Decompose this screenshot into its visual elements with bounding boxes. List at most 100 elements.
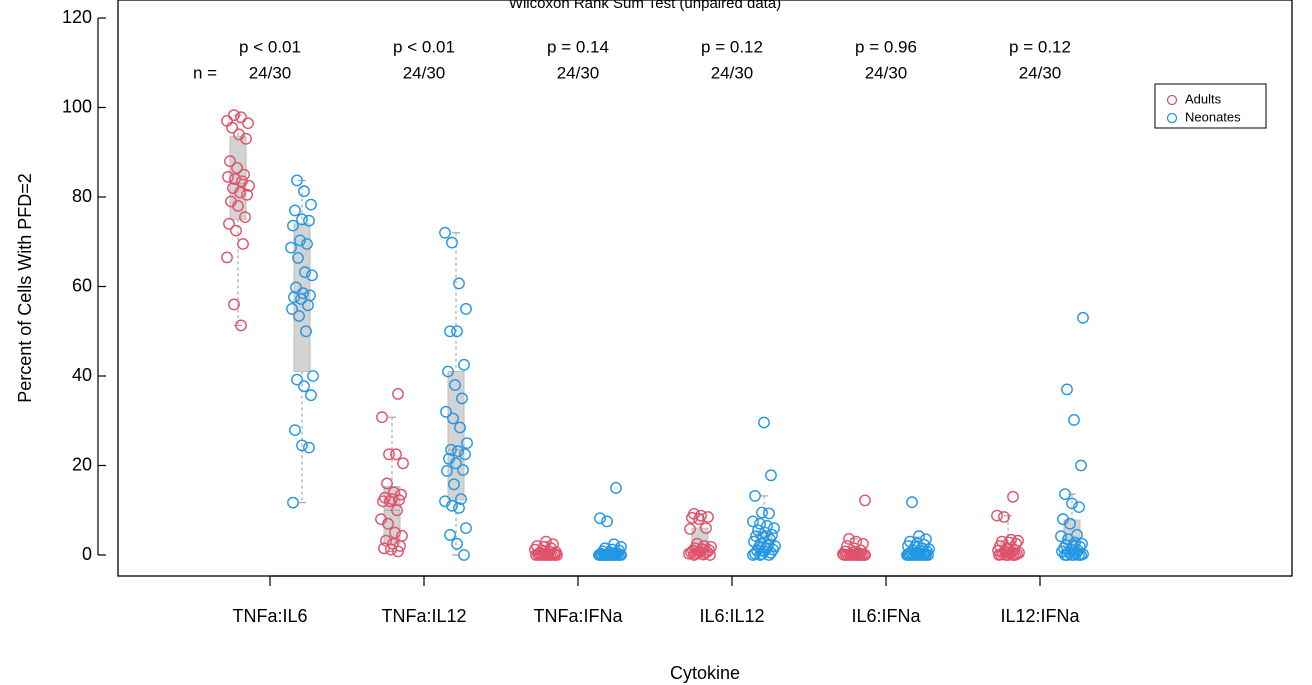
data-point xyxy=(454,421,466,434)
data-point xyxy=(392,545,404,558)
data-point xyxy=(594,512,606,525)
data-point xyxy=(234,186,246,199)
data-point xyxy=(918,549,930,561)
data-point xyxy=(241,188,253,201)
data-point xyxy=(700,522,712,534)
data-point xyxy=(688,549,700,561)
data-point xyxy=(288,291,300,304)
data-point xyxy=(307,370,319,382)
data-point xyxy=(239,211,251,224)
data-point xyxy=(993,549,1005,561)
data-point xyxy=(229,173,241,186)
data-point xyxy=(235,111,247,124)
p-value-label: p = 0.14 xyxy=(547,37,609,56)
data-point xyxy=(458,358,470,371)
n-value-label: 24/30 xyxy=(711,63,754,82)
data-point xyxy=(1007,490,1019,503)
data-point xyxy=(380,534,392,547)
data-point xyxy=(852,549,864,561)
data-point xyxy=(302,299,314,312)
data-point xyxy=(699,547,711,560)
legend-label: Adults xyxy=(1185,91,1222,106)
data-point xyxy=(684,523,696,535)
data-point xyxy=(601,515,613,528)
p-value-label: p = 0.12 xyxy=(1009,37,1071,56)
data-point xyxy=(845,549,857,561)
data-point xyxy=(232,199,244,212)
data-point xyxy=(911,549,923,561)
n-value-label: 24/30 xyxy=(1019,63,1062,82)
data-point xyxy=(533,549,545,561)
data-point xyxy=(235,319,247,332)
data-point xyxy=(376,411,388,424)
data-point xyxy=(305,389,317,402)
data-point xyxy=(305,198,317,211)
data-point xyxy=(286,302,298,315)
data-point xyxy=(702,511,714,523)
data-point xyxy=(457,464,469,476)
data-point xyxy=(1077,311,1089,324)
data-point xyxy=(754,517,766,530)
data-point xyxy=(459,448,471,461)
data-point xyxy=(445,443,457,456)
data-point xyxy=(444,529,456,541)
data-point xyxy=(758,416,770,429)
p-value-label: p = 0.96 xyxy=(855,37,917,56)
data-point xyxy=(606,549,618,561)
data-point xyxy=(763,507,775,520)
data-point xyxy=(397,457,409,470)
data-point xyxy=(243,179,255,192)
data-point xyxy=(610,481,622,494)
data-point xyxy=(859,549,871,561)
data-point xyxy=(448,478,460,491)
data-point xyxy=(383,448,395,461)
data-point xyxy=(1073,501,1085,513)
n-value-label: 24/30 xyxy=(249,63,292,82)
data-point xyxy=(756,506,768,519)
data-point xyxy=(298,380,310,393)
data-point xyxy=(446,236,458,249)
data-point xyxy=(1059,549,1071,561)
n-value-label: 24/30 xyxy=(865,63,908,82)
data-point xyxy=(303,214,315,227)
data-point xyxy=(913,530,925,543)
data-point xyxy=(460,522,472,534)
n-value-label: 24/30 xyxy=(557,63,600,82)
data-point xyxy=(704,549,716,561)
data-point xyxy=(226,121,238,134)
data-point xyxy=(1059,488,1071,500)
data-point xyxy=(697,548,709,561)
data-point xyxy=(390,448,402,461)
data-point xyxy=(303,441,315,454)
x-tick-label: TNFa:IL12 xyxy=(381,606,466,626)
data-point xyxy=(378,542,390,555)
annotations: n = p < 0.01 24/30 p < 0.01 24/30 p = 0.14 24… xyxy=(193,37,1071,82)
data-point xyxy=(599,549,611,561)
data-point xyxy=(291,373,303,386)
x-axis: TNFa:IL6 TNFa:IL12 TNFa:IFNa IL6:IL12 IL6:IF… xyxy=(232,575,1081,626)
data-point xyxy=(1066,497,1078,510)
data-point xyxy=(747,515,759,528)
legend-label: Neonates xyxy=(1185,109,1241,124)
data-point xyxy=(296,439,308,452)
data-point xyxy=(594,549,606,561)
data-point xyxy=(298,185,310,198)
data-point xyxy=(1066,549,1078,561)
data-point xyxy=(906,496,918,509)
data-point xyxy=(1000,549,1012,561)
data-point xyxy=(686,512,698,524)
x-tick-label: IL12:IFNa xyxy=(1000,606,1080,626)
data-point xyxy=(381,477,393,490)
data-point xyxy=(296,213,308,226)
n-value-label: 24/30 xyxy=(403,63,446,82)
data-point xyxy=(902,549,914,561)
data-point xyxy=(384,495,396,508)
data-point xyxy=(224,155,236,168)
data-point xyxy=(747,549,759,561)
data-point xyxy=(441,464,453,477)
data-point xyxy=(683,547,695,560)
data-point xyxy=(442,365,454,378)
x-tick-label: IL6:IL12 xyxy=(699,606,764,626)
data-point xyxy=(749,547,761,560)
